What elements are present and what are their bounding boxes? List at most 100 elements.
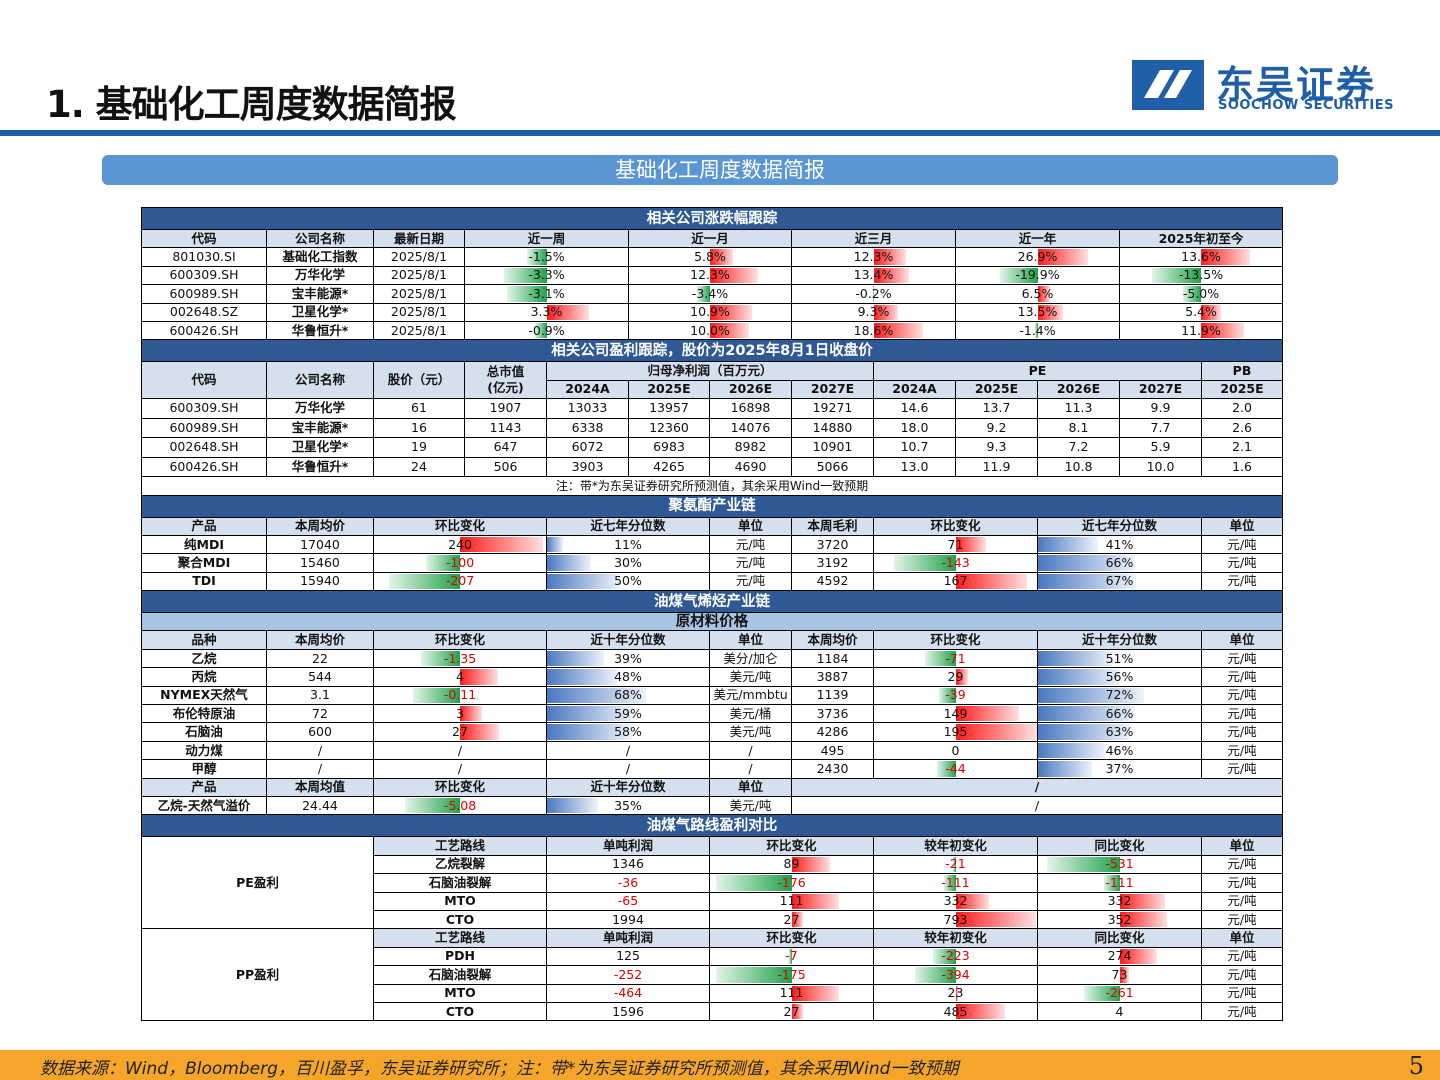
page-title: 1. 基础化工周度数据简报 <box>46 83 457 126</box>
change-value: -7 <box>709 946 874 967</box>
change-value-text: 13.6% <box>1181 249 1221 265</box>
change-value-text: -7 <box>785 948 798 964</box>
table-cell-text: 24 <box>411 458 427 474</box>
route-name: 石脑油裂解 <box>373 873 547 893</box>
column-header: 同比变化 <box>1037 928 1202 948</box>
table-cell: 9.9 <box>1119 398 1202 419</box>
table-cell-text: 1143 <box>489 419 522 435</box>
table-cell-text: 14076 <box>730 419 771 435</box>
price-text: 3.1 <box>310 687 330 703</box>
route-name-text: PDH <box>445 948 475 964</box>
percentile-bar <box>547 669 617 685</box>
change-value: 149 <box>873 704 1038 724</box>
column-header: 环比变化 <box>873 516 1038 536</box>
decrease-bar <box>504 267 547 284</box>
route-name-text: 乙烷裂解 <box>434 856 485 872</box>
price: / <box>266 740 374 761</box>
product-name-text: 纯MDI <box>184 536 224 552</box>
change-value-text: 10.0% <box>690 322 730 338</box>
change-value-text: 274 <box>1107 948 1132 964</box>
product-name-text: TDI <box>192 573 216 589</box>
unit: 元/吨 <box>1200 854 1284 875</box>
column-header: 工艺路线 <box>373 836 547 856</box>
price: 72 <box>266 704 374 724</box>
percentile: 56% <box>1037 667 1202 687</box>
unit: 元/吨 <box>1200 873 1284 893</box>
unit: 元/吨 <box>1200 667 1284 687</box>
increase-bar <box>1037 304 1063 320</box>
unit: 元/吨 <box>1200 1001 1284 1022</box>
column-header: 近一月 <box>628 228 792 249</box>
price: 3736 <box>791 704 874 724</box>
company-name-text: 华鲁恒升* <box>291 322 349 338</box>
table-cell-text: 5.9 <box>1150 439 1171 455</box>
table-cell: 16898 <box>709 398 792 419</box>
column-header-text: 2026E <box>1056 381 1101 397</box>
route-name-text: CTO <box>445 1003 475 1019</box>
change-value: 6.5% <box>955 284 1120 304</box>
table-cell-text: 卫星化学* <box>291 439 349 455</box>
unit-text: 美分/加仑 <box>723 650 778 666</box>
section-title-text: 油煤气路线盈利对比 <box>646 817 778 834</box>
price-text: 22 <box>312 650 328 666</box>
column-header-text: 环比变化 <box>766 838 817 854</box>
change-value: 29 <box>873 667 1038 687</box>
data-table: 相关公司涨跌幅跟踪 代码 公司名称 最新日期 近一周 近一月 近三月 近一年 2025年初至今 8… <box>140 207 1284 1022</box>
percentile-bar <box>1038 669 1121 685</box>
gross-margin: 4592 <box>791 571 874 592</box>
earn-subheader-row: 2024A 2025E 2026E 2027E 2024A 2025E 2026E 2027E… <box>142 379 1284 400</box>
change-value-text: -207 <box>445 573 475 589</box>
price-text: 3887 <box>816 668 849 684</box>
change-value: 0 <box>873 740 1038 761</box>
unit-text: 元/吨 <box>1227 856 1257 872</box>
increase-bar <box>710 304 753 320</box>
increase-bar <box>460 724 499 740</box>
change-value: 12.3% <box>628 265 792 286</box>
unit: 元/吨 <box>1200 648 1284 669</box>
unit-text: 元/吨 <box>735 573 766 589</box>
column-header: 2025E <box>628 379 710 400</box>
table-cell-text: 6983 <box>653 439 685 455</box>
unit-text: 元/吨 <box>1227 536 1257 552</box>
table-cell: 13957 <box>628 398 710 419</box>
percentile: 39% <box>546 648 710 669</box>
change-value: -1.4% <box>955 320 1120 341</box>
table-cell-text: 18.0 <box>900 419 929 435</box>
price-text: 544 <box>308 668 332 684</box>
change-value: 27 <box>373 722 547 742</box>
percentile-text: / <box>625 742 631 758</box>
column-header-text: 本周均价 <box>807 632 858 648</box>
change-value: -176 <box>709 873 874 893</box>
percentile-bar <box>547 650 604 667</box>
section-title-text: 相关公司涨跌幅跟踪 <box>646 210 778 227</box>
table-cell: 19 <box>373 437 465 458</box>
table-cell: 647 <box>464 437 547 458</box>
table-cell: 2.6 <box>1200 417 1284 439</box>
table-cell: 1143 <box>464 417 547 439</box>
column-header: 近十年分位数 <box>546 630 710 650</box>
route-name-text: 石脑油裂解 <box>428 874 492 890</box>
table-cell: 24 <box>373 456 465 478</box>
column-header-text: 归母净利润（百万元） <box>647 363 773 379</box>
unit: 美元/吨 <box>709 722 792 742</box>
change-value-text: 4 <box>1115 1003 1124 1019</box>
percentile: 63% <box>1037 722 1202 742</box>
price-text: 4286 <box>816 724 849 740</box>
route-name: CTO <box>373 909 547 930</box>
oil-header-row: 品种 本周均价 环比变化 近十年分位数 单位 本周均价 环比变化 近十年分位数 单位 <box>141 630 1284 650</box>
percentile: 35% <box>546 795 710 816</box>
material-name: 乙烷 <box>141 648 267 669</box>
column-header: 本周均价 <box>266 516 374 536</box>
unit-text: 元/吨 <box>1227 573 1257 589</box>
column-header: 总市值 (亿元) <box>464 361 547 400</box>
change-value-text: / <box>457 760 463 776</box>
table-cell: 18.0 <box>873 417 956 439</box>
decrease-bar <box>953 856 956 873</box>
price: 15940 <box>266 571 374 592</box>
forecast-note-text: 注：带*为东吴证券研究所预测值，其余采用Wind一致预期 <box>555 478 869 493</box>
decrease-bar <box>1152 267 1202 284</box>
table-cell: 506 <box>464 456 547 478</box>
header-line: 总市值 <box>486 364 525 380</box>
material-name-text: 丙烷 <box>191 668 217 684</box>
column-header: 2025年初至今 <box>1118 228 1284 249</box>
